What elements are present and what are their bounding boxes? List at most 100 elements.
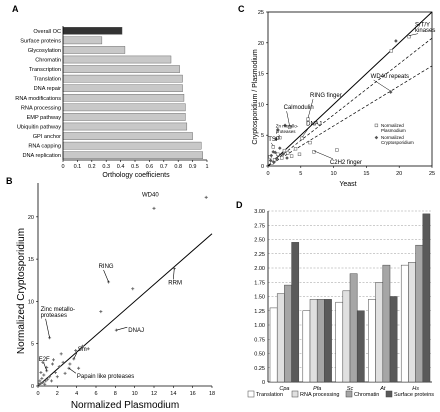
panel-d-legend-label: Surface proteins (394, 392, 434, 398)
panel-d-bar (269, 307, 278, 383)
panel-d-bar (389, 296, 398, 383)
panel-c-plasmodium-point (276, 152, 280, 156)
panel-b-point (41, 381, 45, 385)
panel-a-bar (62, 27, 123, 35)
panel-c-point-label: S/T/Y kinases (415, 23, 435, 35)
panel-c-plasmodium-point (286, 151, 290, 155)
panel-a-x-tick-label: 0.9 (189, 164, 197, 170)
panel-c-x-tick-label: 0 (266, 171, 269, 177)
panel-c-xlabel: Yeast (339, 181, 356, 188)
panel-a-category-label: RNA processing (21, 105, 61, 111)
panel-b-point (51, 362, 54, 366)
panel-c-ylabel: Cryptosporidium / Plasmodium (252, 49, 259, 144)
panel-d-y-tick-label: 2.00 (254, 266, 265, 272)
panel-c-cryptosporidium-point (272, 160, 276, 165)
panel-c-legend-label: Normalized Cryptosporidium (381, 135, 414, 145)
panel-d-bar (356, 310, 365, 383)
panel-c-point-label: TSP (268, 137, 280, 143)
panel-b-point (57, 365, 61, 369)
panel-c-annotation-arrow (301, 127, 310, 138)
panel-d-legend-label: Chromatin (354, 392, 379, 398)
panel-c-cryptosporidium-point (273, 150, 278, 155)
panel-b-point (38, 379, 42, 383)
panel-d-category-label: Cpa (279, 386, 289, 392)
panel-b-point (41, 360, 45, 364)
panel-c-plasmodium-point (293, 147, 298, 151)
panel-b-annotation-arrow (103, 269, 109, 283)
panel-c-point-label: C2H2 finger (330, 160, 362, 166)
panel-b-point (51, 358, 55, 362)
panel-a-category-label: DNA repair (34, 86, 61, 92)
panel-b-point (63, 371, 67, 375)
panel-a-bar (62, 103, 186, 112)
panel-d-legend-swatch (291, 390, 299, 398)
panel-a-bar (62, 113, 186, 121)
panel-b-point (53, 370, 57, 374)
panel-c-plasmodium-point (407, 34, 411, 39)
panel-a-x-tick-label: 0.1 (74, 164, 82, 170)
panel-a-category-label: RNA capping (28, 144, 61, 150)
panel-d-legend-label: Translation (256, 392, 283, 398)
panel-d-y-tick-label: 1.50 (254, 295, 265, 301)
panel-d-y-tick-label: 0.75 (254, 337, 265, 343)
panel-d-bar (408, 262, 416, 383)
panel-c-x-tick-label: 10 (331, 171, 337, 177)
panel-c-cryptosporidium-point (271, 150, 276, 154)
panel-c-annotation-arrow (271, 142, 274, 147)
panel-b-annotation-arrow (173, 268, 175, 280)
panel-b-ylabel: Normalized Cryptosporidium (16, 228, 27, 354)
panel-d-y-tick-label: 0.25 (254, 366, 265, 372)
panel-d-bar (400, 264, 409, 383)
panel-b-scatter: 0 2 4 6 8 10 12 14 16 18 0 5 10 15 20 WD40 RING RRM Zinc m… (28, 183, 215, 397)
panel-b-point (39, 370, 43, 374)
panel-c-annotation-arrow (286, 111, 290, 127)
panel-a-x-tick-label: 0 (61, 164, 64, 170)
panel-d-bar (342, 290, 351, 383)
panel-b-point (204, 195, 208, 199)
panel-a-bar (62, 141, 202, 150)
panel-a-category-label: Surface proteins (20, 38, 61, 44)
panel-a-x-tick-label: 0.2 (88, 164, 96, 170)
panel-d-legend-label: RNA processing (300, 392, 339, 398)
panel-d-bar (422, 213, 431, 383)
panel-b-annotation-arrow (45, 318, 50, 338)
panel-a-bar (62, 36, 103, 45)
panel-d-bar (382, 264, 391, 383)
panel-b-annotation-arrow (43, 362, 47, 371)
panel-label-d: D (236, 200, 243, 210)
panel-d-bar (368, 299, 376, 383)
panel-c-cryptosporidium-point (278, 146, 282, 150)
panel-c-cryptosporidium-point (388, 90, 393, 94)
panel-b-point (61, 360, 65, 364)
panel-c-point-label: Calmodulin (284, 105, 314, 111)
panel-c-cryptosporidium-point (274, 137, 278, 141)
panel-d-legend-swatch (385, 390, 393, 398)
panel-c-x-tick-label: 5 (299, 171, 302, 177)
panel-c-y-tick-label: 15 (258, 72, 264, 78)
panel-c-plasmodium-point (335, 148, 339, 152)
panel-b-point-label: Zinc metallo-proteases (41, 307, 75, 319)
panel-a-category-label: Translation (34, 77, 61, 83)
panel-c-x-tick-label: 15 (363, 171, 369, 177)
panel-a-bar (62, 55, 172, 64)
panel-d-category-label: Sc (347, 386, 354, 392)
panel-b-point (77, 366, 81, 370)
panel-c-y-tick-label: 5 (261, 133, 264, 139)
panel-c-plasmodium-point (300, 136, 304, 140)
panel-label-c: C (238, 4, 245, 14)
panel-c-point-label: WD40 repeats (371, 74, 409, 80)
panel-b-y-tick-label: 20 (28, 215, 34, 221)
panel-c-plasmodium-point (389, 49, 393, 53)
panel-b-point (55, 375, 59, 379)
panel-c-y-tick-label: 0 (261, 164, 264, 170)
panel-a-x-tick-label: 0.7 (160, 164, 168, 170)
panel-d-y-tick-label: 1.75 (254, 280, 265, 286)
panel-b-point (131, 287, 135, 291)
panel-c-plasmodium-point (297, 152, 302, 156)
panel-d-bar (349, 273, 358, 383)
panel-b-point (99, 310, 103, 314)
panel-d-category-label: At (379, 386, 386, 392)
panel-d-y-tick-label: 0.50 (254, 352, 265, 358)
panel-c-annotation-arrow (307, 99, 314, 119)
panel-a-category-label: Chromatin (35, 58, 61, 64)
